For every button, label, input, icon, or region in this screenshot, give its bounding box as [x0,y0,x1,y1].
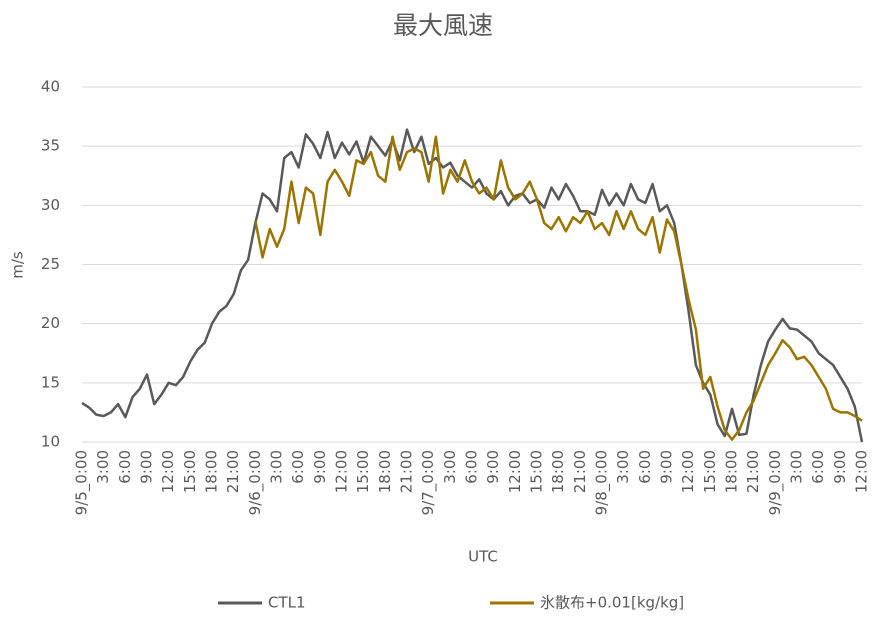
y-tick-label: 25 [41,255,60,273]
legend-label: CTL1 [268,594,306,612]
x-tick-label: 18:00 [376,450,394,493]
y-tick-label: 30 [41,196,60,214]
series-line [254,135,863,441]
x-tick-label: 21:00 [224,450,242,493]
x-tick-label: 15:00 [701,450,719,493]
x-tick-label: 6:00 [116,450,134,484]
x-tick-label: 9:00 [831,450,849,484]
x-tick-label: 6:00 [289,450,307,484]
x-axis-label: UTC [468,548,498,566]
y-tick-label: 10 [41,433,60,451]
x-tick-label: 9/9_0:00 [766,450,785,515]
x-tick-label: 9/7_0:00 [419,450,438,515]
x-tick-label: 9:00 [138,450,156,484]
y-tick-label: 15 [41,373,60,391]
x-tick-label: 21:00 [398,450,416,493]
y-axis-label: m/s [9,251,27,279]
x-tick-label: 9:00 [658,450,676,484]
x-tick-label: 18:00 [549,450,567,493]
x-tick-label: 9/5_0:00 [73,450,92,515]
x-tick-label: 12:00 [853,450,871,493]
x-tick-label: 3:00 [441,450,459,484]
x-tick-label: 6:00 [809,450,827,484]
x-tick-label: 12:00 [333,450,351,493]
x-tick-label: 12:00 [679,450,697,493]
y-tick-label: 40 [41,78,60,96]
x-tick-label: 15:00 [528,450,546,493]
x-tick-label: 6:00 [463,450,481,484]
y-tick-label: 20 [41,314,60,332]
x-tick-label: 21:00 [744,450,762,493]
x-tick-label: 9:00 [484,450,502,484]
legend-label: 氷散布+0.01[kg/kg] [540,594,684,612]
y-tick-label: 35 [41,137,60,155]
x-tick-label: 15:00 [354,450,372,493]
x-tick-label: 9/8_0:00 [593,450,612,515]
chart-title: 最大風速 [393,11,493,40]
x-tick-label: 18:00 [723,450,741,493]
x-tick-label: 3:00 [94,450,112,484]
x-tick-label: 18:00 [203,450,221,493]
x-tick-label: 21:00 [571,450,589,493]
x-tick-label: 6:00 [636,450,654,484]
series-line [81,128,864,443]
x-tick-label: 12:00 [159,450,177,493]
x-tick-label: 12:00 [506,450,524,493]
x-tick-label: 3:00 [268,450,286,484]
x-tick-label: 3:00 [788,450,806,484]
x-tick-label: 9/6_0:00 [246,450,265,515]
x-tick-label: 3:00 [614,450,632,484]
x-tick-label: 9:00 [311,450,329,484]
x-tick-label: 15:00 [181,450,199,493]
